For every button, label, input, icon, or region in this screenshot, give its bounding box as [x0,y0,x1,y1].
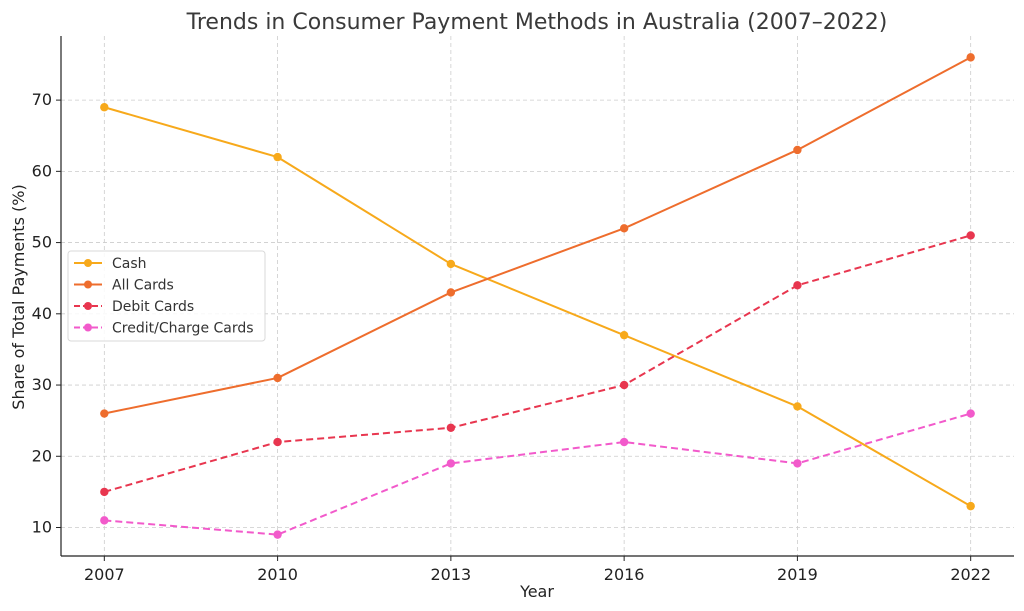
y-tick-label: 10 [32,518,52,537]
data-point-cash [793,402,802,411]
y-tick-label: 60 [32,161,52,180]
data-point-credit-charge-cards [793,459,802,468]
legend-marker-debit-cards [84,302,92,310]
tick-labels: 2007 2010 2013 2016 2019 2022 10 20 30 40 50 60 70 [32,90,991,584]
data-point-debit-cards [446,423,456,432]
data-point-cash [100,103,109,112]
data-point-all-cards [793,145,802,155]
series-lines [104,56,972,536]
y-tick-label: 20 [32,446,52,465]
data-point-debit-cards [273,437,282,447]
x-tick-label: 2019 [777,565,818,584]
legend-marker-all-cards [84,280,92,289]
legend-marker-credit-charge-cards [84,323,92,332]
data-point-cash [273,152,282,162]
axes [56,36,1014,561]
data-point-debit-cards [100,487,109,497]
y-tick-label: 30 [32,375,52,394]
x-tick-label: 2022 [950,565,991,584]
data-point-all-cards [273,373,282,383]
data-point-all-cards [446,288,456,297]
data-point-debit-cards [619,380,629,390]
y-tick-label: 70 [32,90,52,109]
y-tick-label: 50 [32,233,52,252]
x-axis-label: Year [519,582,554,601]
grid [61,36,1014,556]
data-points [100,53,975,539]
data-point-cash [446,259,456,269]
legend-label-credit-charge-cards: Credit/Charge Cards [112,321,254,337]
chart-title: Trends in Consumer Payment Methods in Au… [186,10,888,35]
x-tick-label: 2007 [84,565,125,584]
data-point-cash [966,501,975,511]
data-point-debit-cards [966,231,975,240]
legend-label-debit-cards: Debit Cards [112,299,194,315]
x-tick-label: 2010 [257,565,298,584]
y-axis-label: Share of Total Payments (%) [9,184,28,409]
series-line-all-cards [104,56,972,415]
data-point-credit-charge-cards [446,459,456,468]
data-point-all-cards [100,409,109,418]
x-tick-label: 2016 [604,565,645,584]
data-point-cash [619,330,629,340]
data-point-credit-charge-cards [100,516,109,525]
series-line-debit-cards [104,234,971,493]
data-point-all-cards [619,224,629,233]
data-point-credit-charge-cards [619,437,629,447]
data-point-all-cards [966,53,975,62]
legend-marker-cash [84,259,92,267]
y-tick-label: 40 [32,304,52,323]
legend-box [67,250,266,342]
series-line-cash [104,106,972,508]
data-point-credit-charge-cards [273,530,282,539]
legend: Cash All Cards Debit Cards Credit/Charge Ca… [67,250,266,342]
series-line-credit-charge-cards [104,412,971,536]
legend-label-all-cards: All Cards [112,278,174,294]
x-tick-label: 2013 [431,565,472,584]
data-point-credit-charge-cards [966,409,975,418]
legend-label-cash: Cash [112,256,147,272]
data-point-debit-cards [793,281,802,290]
